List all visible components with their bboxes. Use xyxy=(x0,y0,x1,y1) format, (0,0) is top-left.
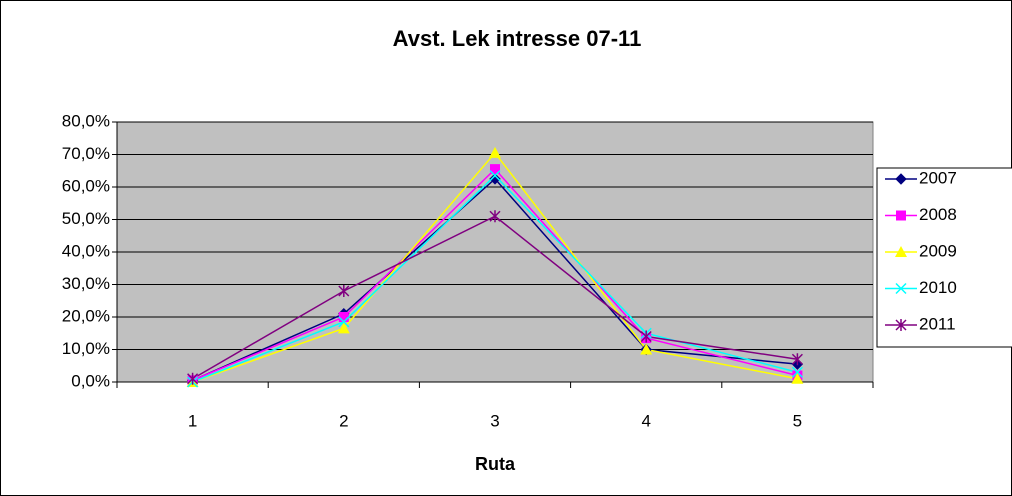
marker xyxy=(489,210,501,223)
marker xyxy=(791,372,804,384)
legend-label: 2010 xyxy=(919,278,957,297)
y-tick-label: 70,0% xyxy=(62,144,110,163)
legend-label: 2011 xyxy=(919,314,956,333)
marker xyxy=(489,170,501,182)
marker xyxy=(896,210,906,221)
x-tick-label: 3 xyxy=(490,411,499,430)
marker xyxy=(337,322,350,334)
x-tick-label: 5 xyxy=(793,411,802,430)
y-tick-label: 20,0% xyxy=(62,306,110,325)
x-tick-label: 4 xyxy=(641,411,650,430)
y-tick-label: 80,0% xyxy=(62,111,110,130)
legend-box xyxy=(876,167,1012,348)
marker xyxy=(895,319,907,331)
marker xyxy=(640,330,652,343)
chart-title: Avst. Lek intresse 07-11 xyxy=(393,26,642,51)
y-tick-label: 60,0% xyxy=(62,176,110,195)
legend-label: 2008 xyxy=(919,205,957,224)
marker xyxy=(338,312,349,322)
marker xyxy=(640,343,653,355)
x-tick-label: 1 xyxy=(188,411,197,430)
marker xyxy=(895,246,907,257)
x-tick-label: 2 xyxy=(339,411,348,430)
y-tick-label: 40,0% xyxy=(62,241,110,260)
legend-label: 2007 xyxy=(919,168,957,187)
marker xyxy=(489,146,501,158)
marker xyxy=(490,164,500,175)
y-tick-label: 50,0% xyxy=(62,209,110,228)
y-tick-label: 0,0% xyxy=(71,371,110,390)
marker xyxy=(895,173,907,185)
marker xyxy=(895,282,907,295)
marker xyxy=(187,372,199,385)
marker xyxy=(791,366,803,378)
marker xyxy=(791,353,803,366)
marker xyxy=(489,173,501,185)
y-tick-label: 10,0% xyxy=(62,339,110,358)
x-axis-title: Ruta xyxy=(475,454,516,474)
marker xyxy=(338,285,350,297)
legend-label: 2009 xyxy=(919,241,957,260)
y-tick-label: 30,0% xyxy=(62,274,110,293)
marker xyxy=(338,316,350,328)
